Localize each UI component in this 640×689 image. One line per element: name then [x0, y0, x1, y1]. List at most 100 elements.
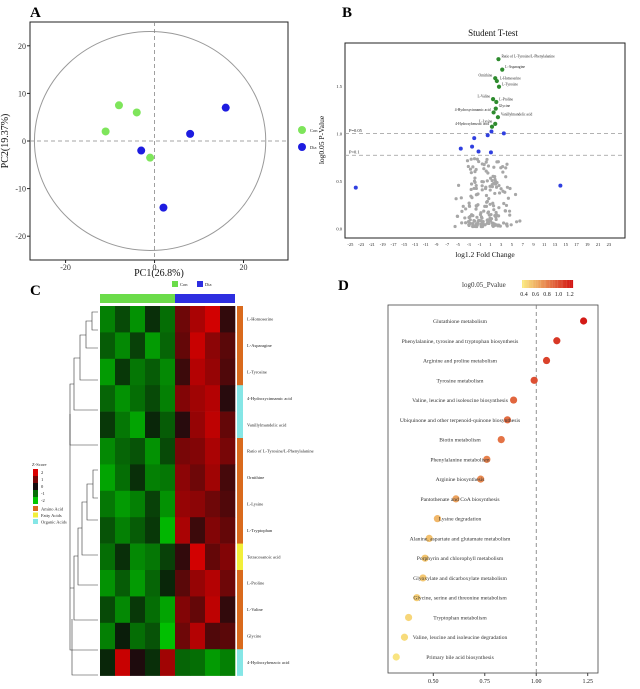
volcano-threshold-label: P=0.05 — [349, 128, 363, 133]
heatmap-cell — [145, 596, 161, 624]
volcano-point-trend — [458, 146, 463, 151]
volcano-point-ns — [493, 191, 497, 196]
heatmap-cell — [205, 543, 221, 571]
heatmap-cell — [205, 306, 221, 333]
volcano-point-ns — [497, 183, 501, 188]
heatmap-cell — [175, 358, 191, 386]
pca-legend-label: Dia — [310, 145, 317, 150]
pathway-point — [433, 515, 442, 523]
heatmap-cell — [175, 464, 191, 492]
row-class-bar — [237, 543, 243, 571]
heatmap-cell — [190, 517, 206, 544]
heatmap-cell — [220, 306, 236, 333]
heatmap-cell — [175, 411, 191, 439]
volcano-point-ns — [471, 221, 475, 226]
volcano-point-label: L-Homoserine — [500, 77, 521, 81]
heatmap-cell — [145, 411, 161, 439]
volcano-point-ns — [501, 165, 505, 169]
volcano-xtick-label: 5 — [511, 242, 514, 247]
pca-ytick-label: 20 — [18, 42, 26, 51]
colorbar-segment — [569, 280, 572, 288]
pathway-point — [421, 554, 429, 562]
volcano-point-ns — [504, 222, 509, 226]
heatmap-cell — [190, 464, 206, 492]
pathway-point — [400, 633, 409, 641]
volcano-point-ns — [504, 203, 509, 208]
volcano-point-trend — [501, 131, 506, 136]
volcano-title: Student T-test — [468, 28, 518, 38]
heatmap-cell — [175, 438, 191, 465]
volcano-point-ns — [485, 179, 489, 183]
volcano-point-ns — [469, 187, 473, 192]
volcano-point-ns — [508, 213, 512, 217]
heatmap-cell — [115, 385, 131, 412]
heatmap-cell — [115, 622, 131, 650]
heatmap-cell — [160, 411, 176, 439]
heatmap-cell — [160, 332, 176, 360]
volcano-frame — [344, 42, 626, 239]
heatmap-row-label: L-Lysine — [247, 502, 263, 507]
volcano-point-ns — [459, 196, 463, 200]
row-class-bar — [237, 517, 243, 544]
volcano-point-significant — [495, 115, 501, 120]
colorbar-segment — [527, 280, 529, 288]
heatmap-cell — [130, 306, 146, 333]
colorbar-segment — [522, 280, 524, 288]
volcano-point-significant — [493, 106, 498, 111]
volcano-point-ns — [486, 218, 490, 222]
colorbar-segment — [545, 280, 548, 288]
pathway-label: Glutathione metabolism — [433, 319, 488, 325]
colorbar-segment — [528, 280, 531, 288]
pca-point-dia — [137, 146, 146, 155]
volcano-point-significant — [490, 97, 496, 102]
volcano-point-ns — [484, 204, 489, 208]
volcano-point-ns — [461, 204, 465, 208]
panel-label-d: D — [338, 278, 349, 294]
volcano-point-ns — [486, 210, 491, 214]
volcano-point-ns — [460, 221, 464, 225]
volcano-point-ns — [494, 215, 498, 219]
volcano-xtick-label: -17 — [390, 242, 397, 247]
heatmap-cell — [205, 385, 221, 412]
heatmap-row-label: 4-Hydroxybenzoic acid — [247, 660, 290, 665]
heatmap-row-label: L-Asparagine — [247, 343, 272, 348]
volcano-point-ns — [475, 215, 479, 219]
heatmap-cell — [100, 306, 116, 333]
volcano-point-ns — [485, 157, 489, 162]
heatmap-cell — [100, 596, 116, 624]
zscore-tick: 2 — [41, 470, 43, 475]
pca-point-dia — [221, 103, 230, 112]
volcano-point-label: Ornithine — [478, 74, 492, 78]
heatmap-cell — [100, 517, 116, 544]
heatmap-cell — [130, 490, 146, 518]
colorbar-segment — [567, 280, 570, 288]
volcano-point-ns — [469, 171, 473, 175]
volcano-point-ns — [467, 201, 471, 205]
volcano-point-ns — [502, 201, 506, 206]
volcano-point-ns — [485, 200, 489, 204]
pathway-point — [419, 574, 427, 582]
volcano-point-ns — [455, 214, 459, 218]
heatmap-cell — [145, 332, 161, 360]
volcano-xtick-label: -5 — [456, 242, 460, 247]
zscore-title: Z-Score — [32, 462, 47, 467]
heatmap-cell — [130, 517, 146, 544]
volcano-point-significant — [496, 84, 502, 89]
volcano-point-ns — [496, 224, 500, 228]
volcano-point-significant — [489, 124, 495, 129]
pathway-label: Tyrosine metabolism — [437, 378, 485, 384]
volcano-point-ns — [474, 183, 478, 188]
volcano-point-ns — [479, 211, 483, 215]
volcano-point-ns — [467, 222, 471, 227]
heatmap-cell — [145, 570, 161, 597]
pathway-label: Lysine degradation — [439, 517, 482, 523]
volcano-point-ns — [493, 182, 498, 186]
volcano-point-ns — [454, 197, 458, 201]
colorbar-segment — [542, 280, 545, 288]
pathway-point — [553, 337, 561, 345]
volcano-point-ns — [494, 217, 498, 222]
volcano-ytick-label: 0.0 — [336, 226, 342, 231]
pca-point-con — [101, 127, 110, 136]
volcano-point-trend — [489, 129, 494, 134]
pca-point-con — [114, 101, 123, 110]
